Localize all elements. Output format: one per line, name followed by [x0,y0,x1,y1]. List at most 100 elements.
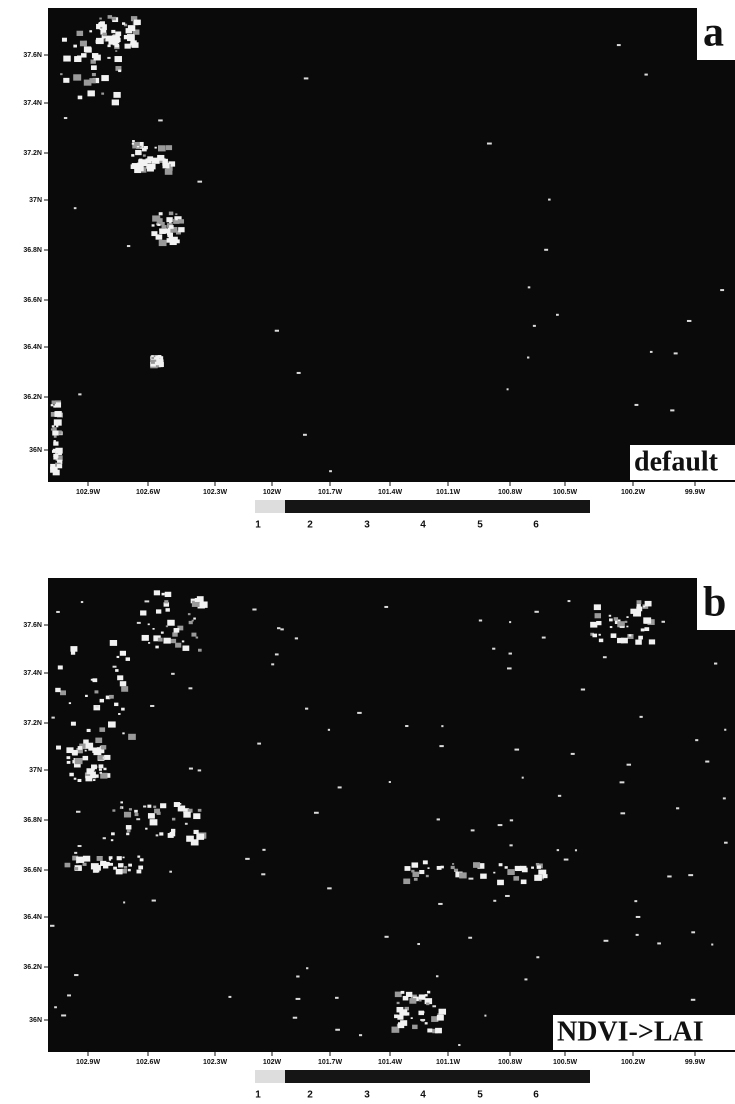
map-speck [420,1019,425,1021]
map-speck [428,867,430,869]
map-speck [64,117,67,119]
map-speck [163,638,170,644]
map-speck [724,842,728,844]
map-speck [115,50,117,52]
map-speck [132,140,135,142]
y-label: 37.6N [23,52,42,59]
map-speck [534,611,538,613]
map-speck [120,807,122,809]
map-speck [634,900,637,902]
map-speck [650,351,653,353]
x-label: 102.3W [203,489,228,496]
map-speck [714,663,717,665]
map-speck [139,146,141,148]
map-speck [50,467,58,473]
map-speck [175,239,180,243]
colorbar-light [255,1070,285,1083]
map-speck [296,998,301,1000]
map-speck [412,1025,418,1029]
x-label: 100.5W [553,489,578,496]
map-speck [194,830,199,834]
map-speck [609,618,613,621]
y-label: 36N [29,1017,42,1024]
map-speck [57,464,62,468]
map-speck [198,809,202,812]
y-label: 36.6N [23,297,42,304]
map-speck [531,867,534,869]
map-speck [432,1005,436,1007]
map-speck [328,729,330,731]
map-speck [117,675,123,680]
map-speck [183,646,190,651]
map-speck [595,613,601,618]
map-speck [412,872,419,877]
map-speck [122,732,124,734]
colorbar-label: 6 [533,520,539,531]
map-speck [643,617,651,623]
map-speck [329,470,332,472]
map-speck [637,604,641,607]
map-speck [120,801,123,803]
map-speck [151,231,157,236]
map-speck [54,436,57,438]
map-speck [166,145,172,150]
map-speck [175,213,177,215]
map-speck [473,862,480,868]
map-speck [116,869,123,874]
map-speck [132,143,134,145]
map-speck [112,809,115,811]
map-speck [85,776,92,782]
map-speck [178,227,184,232]
map-speck [62,38,67,42]
map-speck [156,834,159,836]
map-speck [674,352,678,354]
map-speck [126,833,129,836]
map-speck [124,866,127,868]
map-speck [108,15,112,19]
colorbar-label: 6 [533,1090,539,1099]
map-speck [592,634,597,638]
map-speck [106,36,113,42]
map-speck [521,880,527,885]
map-speck [427,991,430,994]
map-speck [439,1009,446,1015]
map-speck [103,757,105,759]
map-speck [417,943,420,945]
map-speck [128,734,136,740]
map-speck [65,863,71,868]
map-speck [398,1022,401,1024]
map-speck [99,18,101,20]
map-speck [154,809,160,814]
map-speck [145,828,147,830]
map-speck [158,119,163,121]
map-speck [142,635,149,641]
colorbar-label: 3 [364,520,370,531]
x-label: 99.9W [685,489,706,496]
map-speck [84,41,86,43]
map-speck [617,44,621,46]
map-speck [159,229,166,234]
map-speck [451,866,455,869]
panel-label: default [634,446,719,477]
map-speck [275,330,279,332]
map-speck [296,975,299,977]
map-speck [454,869,458,872]
map-speck [185,823,188,825]
map-speck [166,625,168,627]
map-speck [117,856,122,860]
map-speck [134,810,138,813]
map-speck [113,41,118,45]
map-speck [169,225,174,229]
map-speck [280,628,283,630]
x-label: 101.1W [436,489,461,496]
y-label: 37.2N [23,150,42,157]
map-speck [427,1028,432,1032]
map-speck [138,866,143,870]
map-speck [158,638,163,642]
map-speck [509,653,512,655]
map-speck [143,154,146,156]
map-speck [568,600,571,602]
map-speck [126,657,130,661]
map-speck [297,372,301,374]
map-speck [171,829,175,832]
